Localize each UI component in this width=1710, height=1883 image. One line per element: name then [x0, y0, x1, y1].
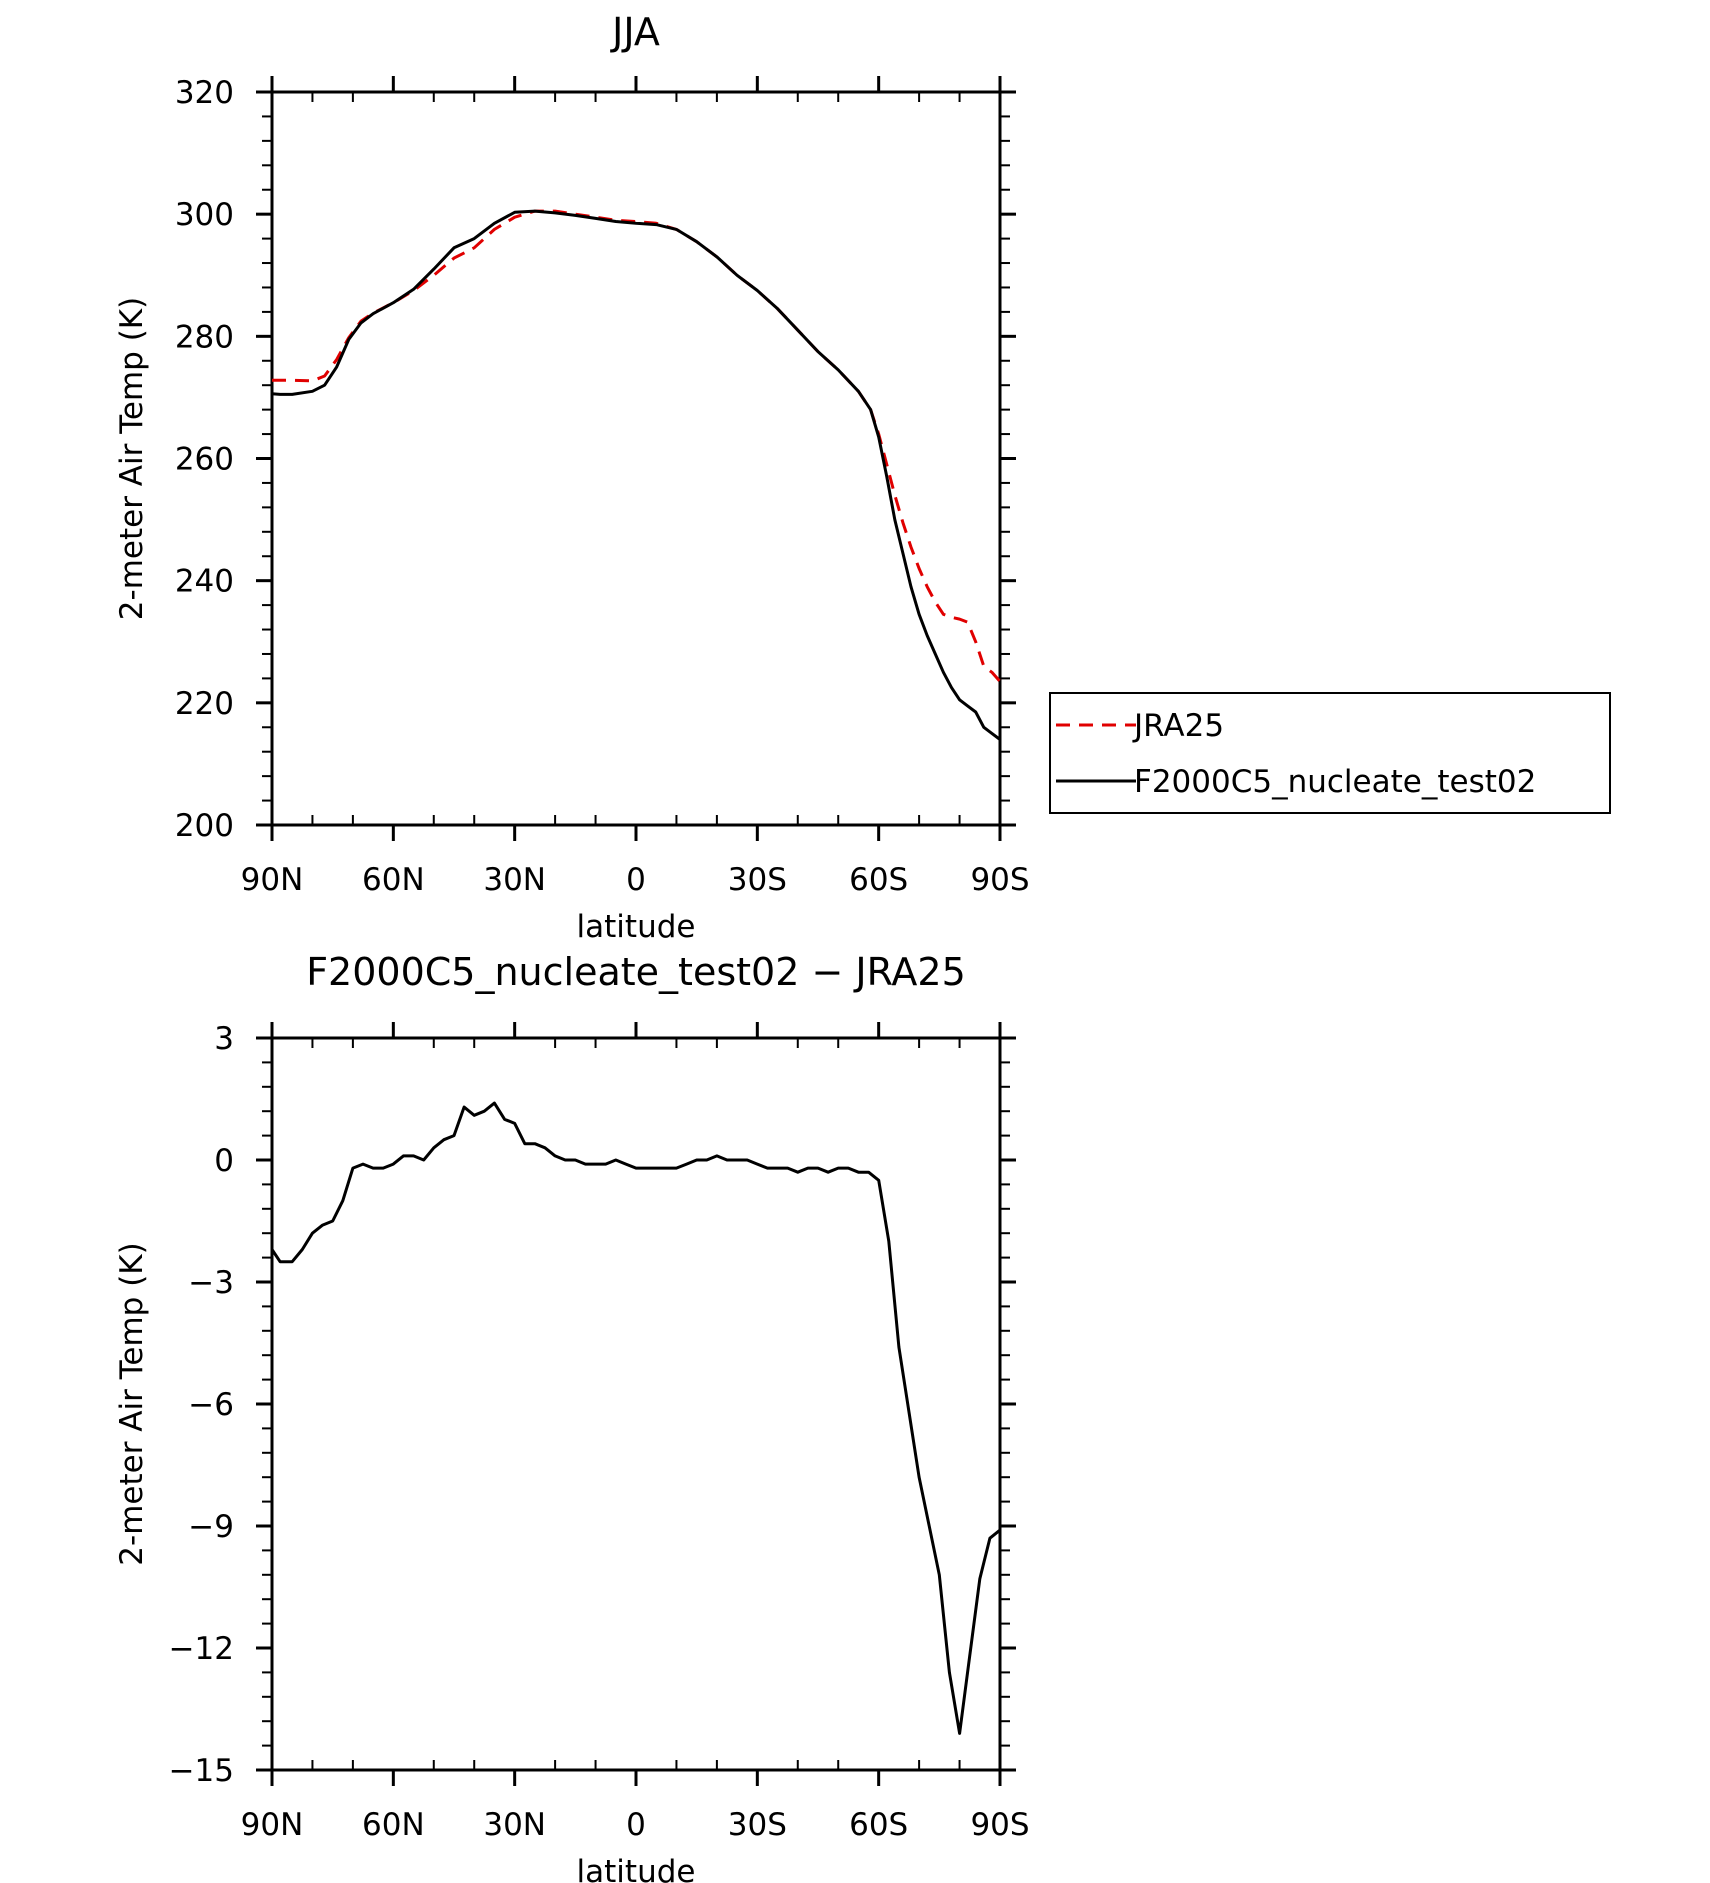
- panel-top: JJA 90N 60N 30N 0 30S 60S 90S 200 220 240 260 280 300…: [114, 10, 1030, 945]
- x-tick-label: 60S: [849, 1807, 908, 1843]
- x-axis-title: latitude: [577, 909, 696, 945]
- x-tick-label: 60S: [849, 862, 908, 898]
- y-tick-label: −3: [188, 1265, 234, 1301]
- y-tick-label: −15: [169, 1753, 234, 1789]
- y-tick-label: 240: [175, 564, 234, 600]
- y-tick-label: 3: [214, 1021, 234, 1057]
- x-tick-label: 90S: [970, 862, 1029, 898]
- y-tick-label: 320: [175, 75, 234, 111]
- plot-frame: [270, 1036, 1002, 1772]
- panel-bottom: F2000C5_nucleate_test02 − JRA25 90N 60N 30N…: [114, 950, 1030, 1883]
- y-tick-label: 220: [175, 686, 234, 722]
- x-tick-label: 60N: [362, 862, 425, 898]
- series-line-difference: [270, 1101, 1001, 1735]
- y-tick-label: 260: [175, 442, 234, 478]
- y-axis-title: 2-meter Air Temp (K): [114, 297, 150, 620]
- y-tick-label: 280: [175, 319, 234, 355]
- x-tick-label: 0: [626, 1807, 646, 1843]
- x-tick-label: 30N: [483, 1807, 546, 1843]
- x-tick-label: 60N: [362, 1807, 425, 1843]
- chart-title: F2000C5_nucleate_test02 − JRA25: [306, 950, 966, 994]
- y-tick-label: 300: [175, 197, 234, 233]
- series-line-jra25: [272, 209, 1002, 683]
- x-tick-label: 90S: [970, 1807, 1029, 1843]
- x-tick-label: 30S: [728, 862, 787, 898]
- chart-title: JJA: [610, 10, 660, 54]
- plot-frame: [270, 90, 1002, 827]
- y-tick-label: −12: [169, 1631, 234, 1667]
- x-tick-label: 30S: [728, 1807, 787, 1843]
- y-tick-label: −9: [188, 1509, 234, 1545]
- legend-label: JRA25: [1132, 708, 1224, 744]
- x-tick-label: 90N: [241, 862, 304, 898]
- x-tick-label: 90N: [241, 1807, 304, 1843]
- y-tick-label: 200: [175, 808, 234, 844]
- y-axis-title: 2-meter Air Temp (K): [114, 1242, 150, 1565]
- y-tick-label: −6: [188, 1387, 234, 1423]
- series-line-f2000c5-nucleate-test02: [271, 209, 1001, 741]
- x-tick-label: 0: [626, 862, 646, 898]
- legend: JRA25 F2000C5_nucleate_test02: [1049, 692, 1611, 814]
- y-tick-label: 0: [214, 1143, 234, 1179]
- legend-box: [1049, 692, 1611, 814]
- x-axis-title: latitude: [577, 1854, 696, 1883]
- x-tick-label: 30N: [483, 862, 546, 898]
- legend-label: F2000C5_nucleate_test02: [1134, 764, 1536, 800]
